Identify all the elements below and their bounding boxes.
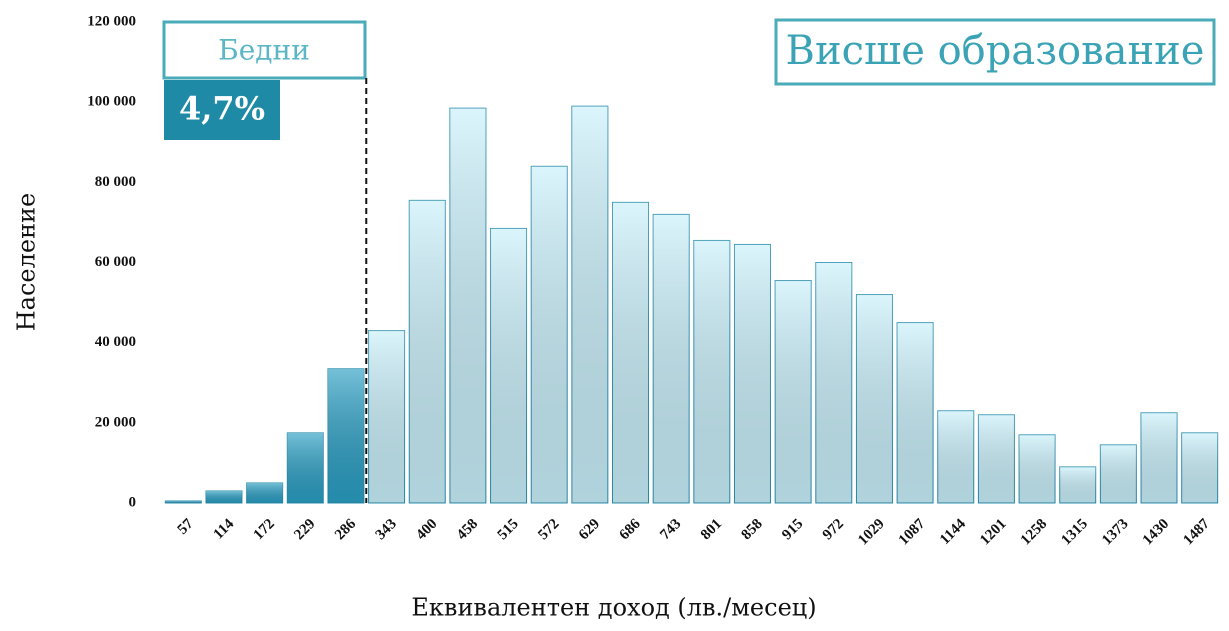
bar-shade <box>449 108 486 503</box>
x-tick-label: 515 <box>495 516 522 543</box>
bar-shade <box>165 500 202 503</box>
y-tick-label: 100 000 <box>87 94 136 110</box>
bar-shade <box>368 330 405 503</box>
bar-shade <box>1059 466 1096 503</box>
bar-shade <box>490 228 527 503</box>
x-tick-label: 743 <box>657 516 684 543</box>
x-tick-label: 114 <box>211 516 238 543</box>
y-tick-label: 40 000 <box>95 334 136 350</box>
x-tick-label: 1201 <box>977 516 1010 549</box>
bar-shade <box>653 214 690 503</box>
x-tick-label: 572 <box>535 516 562 543</box>
bar-shade <box>612 202 649 503</box>
poor-share-box <box>164 80 280 140</box>
x-tick-label: 1315 <box>1058 516 1091 549</box>
bar-shade <box>1141 412 1178 503</box>
y-tick-label: 0 <box>129 494 137 510</box>
x-tick-label: 1373 <box>1099 516 1132 549</box>
bar-shade <box>571 106 608 504</box>
bar-shade <box>205 490 242 503</box>
x-tick-label: 858 <box>739 516 766 543</box>
x-tick-label: 1144 <box>937 516 969 548</box>
x-tick-label: 1087 <box>896 516 929 549</box>
bar-shade <box>734 244 771 503</box>
x-tick-label: 629 <box>576 516 603 543</box>
bar-shade <box>978 414 1015 503</box>
x-tick-label: 1029 <box>855 516 888 549</box>
x-tick-label: 400 <box>413 516 440 543</box>
bar-shade <box>856 294 893 503</box>
x-tick-label: 458 <box>454 516 481 543</box>
x-tick-label: 229 <box>291 516 318 543</box>
poor-box <box>162 20 367 80</box>
x-tick-label: 1430 <box>1140 516 1173 549</box>
x-tick-label: 286 <box>332 516 360 544</box>
group-label: Висше образование <box>786 28 1205 74</box>
y-tick-label: 80 000 <box>95 174 136 190</box>
group-box <box>774 18 1216 86</box>
y-axis-title: Население <box>13 193 41 332</box>
x-tick-label: 915 <box>779 516 806 543</box>
x-tick-label: 172 <box>251 516 278 543</box>
bar-shade <box>815 262 852 503</box>
bar-shade <box>937 410 974 503</box>
bar-shade <box>246 482 283 503</box>
poor-label: Бедни <box>218 34 310 67</box>
bar-shade <box>897 322 934 503</box>
x-tick-label: 686 <box>617 516 645 544</box>
x-tick-label: 57 <box>175 516 197 538</box>
x-tick-label: 343 <box>373 516 400 543</box>
x-tick-label: 972 <box>820 516 847 543</box>
x-tick-label: 1258 <box>1018 516 1051 549</box>
y-tick-label: 20 000 <box>95 414 136 430</box>
x-axis-title: Еквивалентен доход (лв./месец) <box>411 594 816 622</box>
bar-shade <box>327 368 364 503</box>
bar-shade <box>1100 444 1137 503</box>
bar-shade <box>287 432 324 503</box>
bar-shade <box>1019 434 1056 503</box>
bar-shade <box>775 280 812 503</box>
poor-share: 4,7% <box>179 90 265 128</box>
x-tick-label: 1487 <box>1180 516 1213 549</box>
y-tick-label: 60 000 <box>95 254 136 270</box>
bar-shade <box>531 166 568 504</box>
bar-shade <box>409 200 446 503</box>
y-tick-label: 120 000 <box>87 13 136 29</box>
bar-shade <box>693 240 730 503</box>
x-tick-label: 801 <box>698 516 725 543</box>
bar-shade <box>1181 432 1218 503</box>
